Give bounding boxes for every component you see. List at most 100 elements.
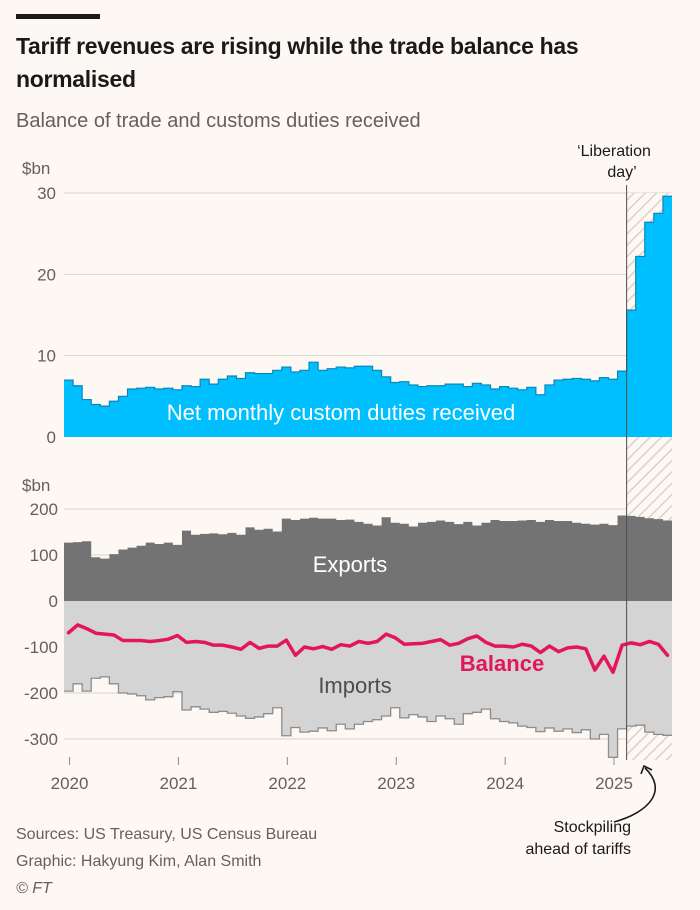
exports-bar	[227, 533, 236, 601]
exports-bar	[663, 521, 672, 602]
customs-duties-bar	[572, 378, 581, 437]
imports-bar	[300, 601, 309, 732]
exports-bar	[182, 531, 191, 601]
imports-bar	[146, 601, 155, 700]
sources-note: Sources: US Treasury, US Census Bureau	[16, 826, 318, 843]
customs-duties-bar	[137, 388, 146, 437]
customs-duties-area	[64, 196, 672, 437]
exports-bar	[209, 533, 218, 601]
liberation-day-label-line2: day’	[607, 164, 636, 181]
exports-bar	[590, 525, 599, 601]
graphic-credit: Graphic: Hakyung Kim, Alan Smith	[16, 853, 262, 870]
customs-duties-bar	[545, 385, 554, 437]
exports-bar	[391, 523, 400, 601]
imports-bar	[191, 601, 200, 707]
stockpiling-annotation: Stockpiling ahead of tariffs	[525, 764, 657, 858]
stockpiling-label-line2: ahead of tariffs	[525, 841, 631, 858]
bottom-y-tick-label: -300	[24, 730, 58, 749]
imports-bar	[282, 601, 291, 736]
exports-bar	[73, 542, 82, 601]
customs-duties-bar	[146, 387, 155, 437]
imports-bar	[363, 601, 372, 722]
exports-bar	[409, 526, 418, 601]
imports-bar	[618, 601, 627, 729]
customs-duties-bar	[91, 404, 100, 437]
exports-bar	[64, 543, 73, 601]
top-y-tick-label: 20	[37, 265, 56, 284]
customs-duties-bar	[518, 390, 527, 437]
stockpiling-arrow-curve	[613, 767, 657, 823]
imports-bar	[554, 601, 563, 731]
exports-bar	[200, 534, 209, 601]
exports-bar	[164, 543, 173, 601]
imports-bar	[400, 601, 409, 718]
exports-bar	[273, 532, 282, 601]
exports-bar	[618, 515, 627, 601]
stockpiling-label-line1: Stockpiling	[554, 819, 631, 836]
imports-bar	[82, 601, 91, 691]
exports-bar	[445, 522, 454, 601]
imports-series-label: Imports	[318, 673, 391, 698]
imports-bar	[572, 601, 581, 733]
imports-bar	[164, 601, 173, 697]
exports-bar	[654, 519, 663, 601]
exports-bar	[291, 520, 300, 601]
exports-bar	[572, 523, 581, 601]
exports-bar	[500, 521, 509, 601]
customs-duties-bar	[627, 310, 636, 437]
imports-bar	[318, 601, 327, 728]
imports-bar	[64, 601, 73, 691]
bottom-y-tick-label: -200	[24, 684, 58, 703]
imports-bar	[436, 601, 445, 716]
imports-bar	[155, 601, 164, 698]
exports-bar	[563, 521, 572, 601]
imports-bar	[382, 601, 391, 716]
exports-bar	[118, 549, 127, 601]
chart-subtitle: Balance of trade and customs duties rece…	[16, 110, 421, 132]
imports-bar	[627, 601, 636, 726]
customs-duties-bar	[554, 380, 563, 437]
imports-bar	[409, 601, 418, 715]
exports-bar	[554, 521, 563, 601]
copyright: © FT	[16, 880, 52, 897]
customs-duties-outline	[64, 195, 672, 407]
customs-duties-bar	[590, 381, 599, 437]
exports-bar	[91, 557, 100, 601]
exports-bar	[400, 524, 409, 601]
exports-bar	[599, 524, 608, 601]
imports-bar	[218, 601, 227, 711]
customs-duties-bar	[73, 386, 82, 437]
x-tick-label: 2023	[377, 774, 415, 793]
exports-bar	[282, 519, 291, 601]
exports-bar	[300, 519, 309, 601]
customs-duties-panel: $bn 0 10 20 30 Net monthly custom duties re…	[22, 159, 672, 465]
x-tick-label: 2022	[268, 774, 306, 793]
exports-bar	[627, 516, 636, 601]
customs-duties-bar	[581, 379, 590, 437]
x-tick-label: 2025	[595, 774, 633, 793]
exports-bar	[191, 535, 200, 601]
customs-duties-bar	[618, 371, 627, 437]
customs-duties-bar	[654, 213, 663, 437]
top-unit-label: $bn	[22, 159, 50, 178]
imports-bar	[273, 601, 282, 708]
exports-bar	[463, 522, 472, 601]
imports-bar	[182, 601, 191, 710]
imports-bar	[109, 601, 118, 684]
exports-bar	[264, 529, 273, 601]
customs-duties-bar	[563, 379, 572, 437]
bottom-y-tick-label: 200	[30, 500, 58, 519]
imports-bar	[173, 601, 182, 692]
customs-duties-bar	[636, 256, 645, 437]
exports-bar	[436, 521, 445, 602]
exports-bar	[481, 523, 490, 601]
ft-top-rule	[16, 14, 100, 19]
customs-duties-bar	[64, 380, 73, 437]
exports-bar	[645, 518, 654, 601]
exports-bar	[454, 524, 463, 601]
customs-duties-bar	[645, 222, 654, 437]
customs-duties-bar	[527, 387, 536, 437]
imports-bar	[137, 601, 146, 696]
top-y-tick-label: 10	[37, 347, 56, 366]
